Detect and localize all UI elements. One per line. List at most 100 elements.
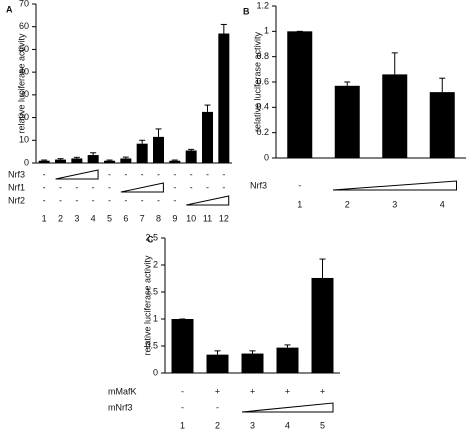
condition-sign: - — [222, 169, 225, 179]
lane-label: 3 — [74, 213, 79, 223]
lane-label: 2 — [215, 420, 220, 430]
panel-label: A — [6, 4, 13, 14]
lane-label: 1 — [180, 420, 185, 430]
bar — [87, 155, 99, 163]
condition-sign: + — [215, 386, 220, 396]
error-bar — [57, 158, 64, 160]
bar — [202, 111, 213, 163]
condition-sign: - — [59, 195, 62, 205]
condition-sign: - — [43, 195, 46, 205]
lane-label: 5 — [107, 213, 112, 223]
y-axis-label: relative luciferase activity — [16, 33, 26, 134]
condition-sign: - — [92, 195, 95, 205]
error-bar — [284, 344, 291, 348]
dose-triangle — [186, 195, 230, 206]
error-bar — [204, 104, 211, 112]
condition-sign: - — [206, 169, 209, 179]
condition-label: mMafK — [108, 386, 137, 396]
bar — [206, 354, 229, 373]
bar — [334, 85, 360, 158]
lane-label: 5 — [320, 420, 325, 430]
condition-label: Nrf2 — [8, 195, 25, 205]
condition-sign: - — [75, 195, 78, 205]
lane-label: 11 — [203, 213, 212, 223]
condition-sign: - — [206, 182, 209, 192]
condition-sign: - — [43, 169, 46, 179]
condition-sign: - — [141, 169, 144, 179]
condition-sign: - — [108, 169, 111, 179]
y-tick-label: 30 — [19, 89, 29, 99]
y-tick-label: 1 — [153, 313, 158, 323]
bar — [276, 347, 299, 373]
bar — [218, 33, 230, 164]
dose-triangle — [55, 169, 99, 180]
error-bar — [155, 128, 162, 137]
bar — [38, 160, 50, 163]
bar — [169, 160, 181, 163]
lane-label: 4 — [440, 199, 445, 209]
bar — [185, 150, 197, 163]
y-tick-label: 70 — [19, 0, 29, 8]
error-bar — [41, 159, 48, 161]
error-bar — [90, 152, 97, 156]
y-tick-label: 0.6 — [256, 76, 269, 86]
lane-label: 12 — [219, 213, 229, 223]
y-tick-label: 0.2 — [256, 127, 269, 137]
y-tick-label: 60 — [19, 21, 29, 31]
condition-sign: + — [250, 386, 255, 396]
condition-sign: - — [92, 182, 95, 192]
error-bar — [344, 81, 351, 86]
panel-label: B — [243, 6, 250, 16]
y-tick-label: 50 — [19, 44, 29, 54]
condition-sign: - — [124, 195, 127, 205]
bar — [153, 136, 164, 163]
condition-sign: - — [124, 169, 127, 179]
y-tick-label: 10 — [19, 135, 29, 145]
bar — [171, 319, 194, 373]
condition-sign: - — [75, 182, 78, 192]
error-bar — [249, 350, 256, 354]
lane-label: 9 — [172, 213, 177, 223]
condition-sign: - — [181, 386, 184, 396]
lane-label: 1 — [297, 199, 302, 209]
condition-sign: - — [157, 195, 160, 205]
dose-triangle — [241, 402, 334, 413]
bar — [120, 158, 132, 163]
bar — [55, 159, 66, 163]
y-tick-label: 1.5 — [145, 286, 158, 296]
y-tick-label: 0.8 — [256, 51, 269, 61]
error-bar — [139, 139, 146, 144]
bar — [287, 31, 313, 158]
error-bar — [73, 156, 80, 159]
y-tick-label: 0 — [24, 157, 29, 167]
y-tick-label: 1.2 — [256, 0, 269, 10]
lane-label: 4 — [285, 420, 290, 430]
y-tick-label: 2.5 — [145, 232, 158, 242]
condition-sign: - — [108, 195, 111, 205]
bar — [104, 160, 115, 163]
y-tick-label: 0.4 — [256, 102, 269, 112]
condition-sign: - — [190, 169, 193, 179]
error-bar — [220, 23, 227, 34]
error-bar — [439, 77, 446, 93]
lane-label: 1 — [42, 213, 47, 223]
lane-label: 4 — [91, 213, 96, 223]
condition-sign: - — [157, 169, 160, 179]
condition-label: mNrf3 — [108, 402, 133, 412]
condition-sign: - — [298, 180, 301, 190]
error-bar — [319, 258, 326, 278]
condition-sign: - — [173, 182, 176, 192]
panel-label: C — [147, 234, 154, 244]
condition-sign: - — [141, 195, 144, 205]
y-axis-label: relative luciferase activity — [252, 31, 262, 132]
lane-label: 2 — [58, 213, 63, 223]
condition-sign: - — [216, 402, 219, 412]
dose-triangle — [120, 182, 164, 193]
y-tick-label: 0.5 — [145, 340, 158, 350]
condition-sign: + — [320, 386, 325, 396]
condition-sign: - — [173, 169, 176, 179]
lane-label: 3 — [392, 199, 397, 209]
condition-label: Nrf3 — [250, 180, 267, 190]
condition-sign: + — [285, 386, 290, 396]
